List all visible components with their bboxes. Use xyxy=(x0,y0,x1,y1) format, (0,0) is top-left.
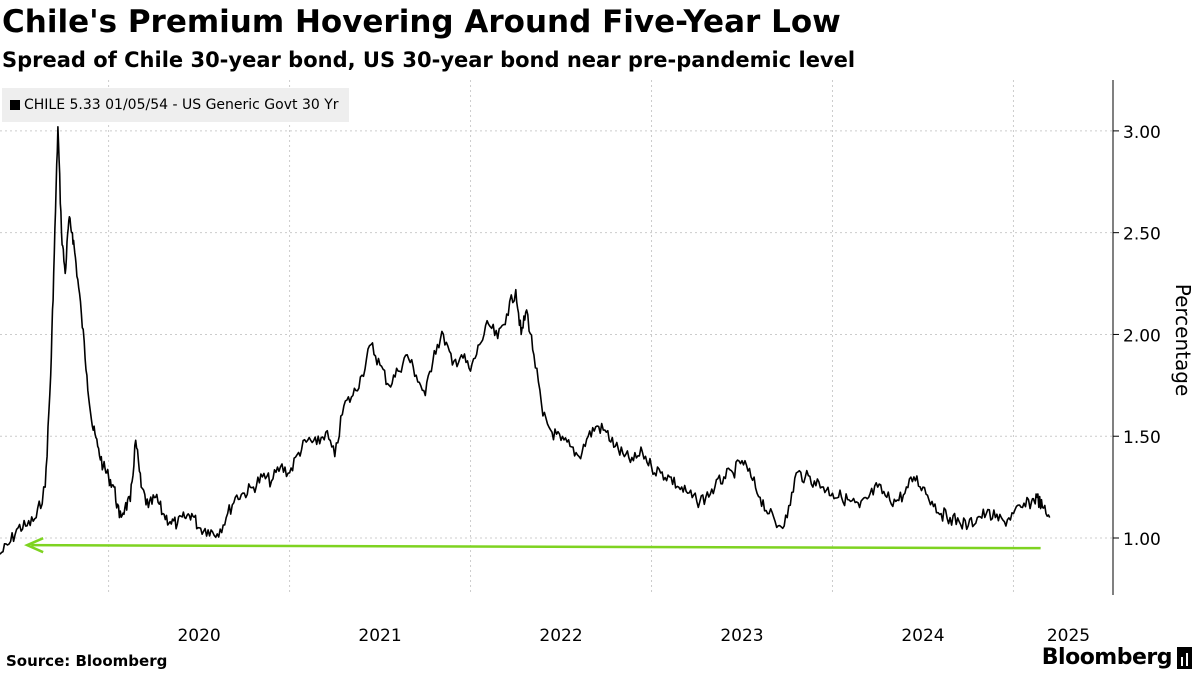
source-note: Source: Bloomberg xyxy=(6,652,168,670)
x-tick-label: 2022 xyxy=(539,626,582,646)
x-tick-label: 2025 xyxy=(1047,626,1090,646)
x-tick-label: 2023 xyxy=(720,626,763,646)
x-tick-label: 2020 xyxy=(177,626,220,646)
y-tick-label: 2.00 xyxy=(1123,326,1161,346)
chart-title: Chile's Premium Hovering Around Five-Yea… xyxy=(2,4,841,40)
x-tick-label: 2021 xyxy=(358,626,401,646)
annotation-layer xyxy=(24,537,1041,554)
y-tick-label: 1.50 xyxy=(1123,428,1161,448)
y-tick-label: 2.50 xyxy=(1123,225,1161,245)
legend-swatch xyxy=(10,100,20,110)
series-line-chile-us-spread xyxy=(0,126,1051,555)
series-layer xyxy=(0,126,1051,555)
legend-label: CHILE 5.33 01/05/54 - US Generic Govt 30… xyxy=(24,97,339,113)
pre-pandemic-arrow-head xyxy=(24,537,44,554)
y-tick-label: 1.00 xyxy=(1123,530,1161,550)
x-tick-label: 2024 xyxy=(901,626,944,646)
axis-layer xyxy=(1112,80,1119,595)
y-tick-label: 3.00 xyxy=(1123,123,1161,143)
pre-pandemic-arrow-line xyxy=(31,543,1041,550)
label-layer: 1.00 1.50 2.00 2.50 3.00 2020 2021 2022 2023 2024… xyxy=(177,123,1195,646)
y-axis-title: Percentage xyxy=(1171,284,1195,397)
bloomberg-logo: Bloomberg xyxy=(1042,645,1192,670)
grid-layer xyxy=(0,80,1113,595)
chart-subtitle: Spread of Chile 30-year bond, US 30-year… xyxy=(2,48,856,72)
bar-chart-icon xyxy=(1177,646,1192,669)
brand-name: Bloomberg xyxy=(1041,645,1173,670)
legend: CHILE 5.33 01/05/54 - US Generic Govt 30… xyxy=(2,88,349,122)
